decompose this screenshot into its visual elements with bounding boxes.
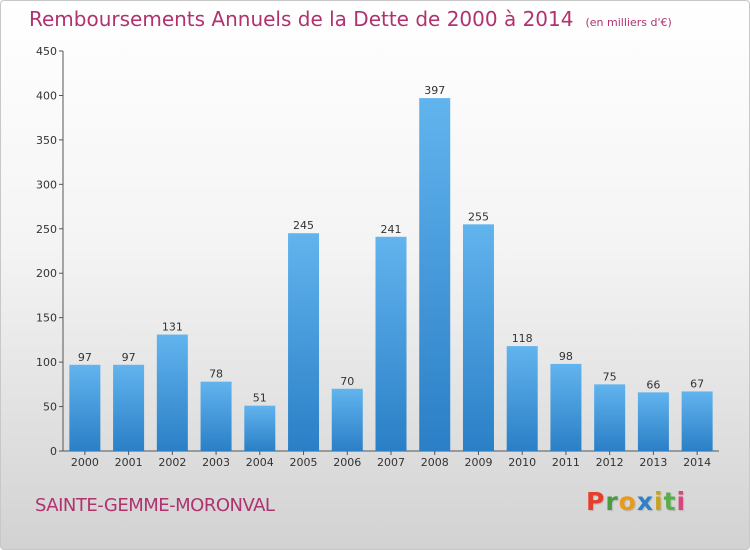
data-label-2005: 245 bbox=[293, 219, 314, 232]
x-tick-label-2012: 2012 bbox=[596, 456, 624, 469]
logo-letter: i bbox=[654, 487, 664, 516]
data-label-2002: 131 bbox=[162, 321, 183, 334]
logo-letter: P bbox=[586, 487, 606, 516]
bar-2002 bbox=[156, 334, 188, 451]
x-tick-label-2001: 2001 bbox=[115, 456, 143, 469]
x-tick-label-2000: 2000 bbox=[71, 456, 99, 469]
proxiti-logo: Proxiti bbox=[586, 487, 686, 516]
data-label-2014: 67 bbox=[690, 377, 704, 390]
x-tick-label-2006: 2006 bbox=[333, 456, 361, 469]
bar-2014 bbox=[681, 391, 713, 451]
y-tick-label: 50 bbox=[43, 401, 57, 414]
logo-letter: x bbox=[636, 487, 654, 516]
data-label-2009: 255 bbox=[468, 210, 489, 223]
axes: 0 50 100 150 200 250 300 350 400 450 2000 2001 2002 2… bbox=[36, 45, 719, 469]
logo-letter: r bbox=[605, 487, 619, 516]
data-label-2012: 75 bbox=[603, 370, 617, 383]
y-tick-label: 0 bbox=[50, 445, 57, 458]
y-tick-label: 350 bbox=[36, 134, 57, 147]
x-tick-label-2004: 2004 bbox=[246, 456, 274, 469]
x-tick-label-2008: 2008 bbox=[421, 456, 449, 469]
bar-2005 bbox=[288, 233, 320, 451]
x-tick-label-2014: 2014 bbox=[683, 456, 711, 469]
data-label-2010: 118 bbox=[512, 332, 533, 345]
logo-letter: i bbox=[676, 487, 687, 516]
bar-2004 bbox=[244, 405, 276, 451]
data-label-2004: 51 bbox=[253, 392, 267, 405]
y-tick-label: 300 bbox=[36, 178, 57, 191]
chart-subtitle: (en milliers d'€) bbox=[585, 16, 672, 29]
data-label-2001: 97 bbox=[122, 351, 136, 364]
x-tick-label-2003: 2003 bbox=[202, 456, 230, 469]
data-label-2011: 98 bbox=[559, 350, 573, 363]
data-label-2006: 70 bbox=[340, 375, 354, 388]
x-tick-label-2005: 2005 bbox=[290, 456, 318, 469]
logo-letter: o bbox=[618, 487, 637, 516]
data-label-2003: 78 bbox=[209, 368, 223, 381]
y-tick-label: 250 bbox=[36, 223, 57, 236]
x-tick-label-2013: 2013 bbox=[639, 456, 667, 469]
chart-title: Remboursements Annuels de la Dette de 20… bbox=[29, 7, 672, 31]
logo-letter: t bbox=[663, 487, 677, 516]
bar-2012 bbox=[594, 384, 626, 451]
x-tick-label-2010: 2010 bbox=[508, 456, 536, 469]
bar-2008 bbox=[419, 98, 451, 451]
y-tick-label: 200 bbox=[36, 267, 57, 280]
bar-2013 bbox=[637, 392, 669, 451]
bar-2011 bbox=[550, 363, 582, 451]
bar-2010 bbox=[506, 346, 538, 451]
y-tick-label: 400 bbox=[36, 89, 57, 102]
bar-2001 bbox=[113, 364, 145, 451]
y-tick-label: 450 bbox=[36, 45, 57, 58]
bar-2003 bbox=[200, 381, 232, 451]
bar-2000 bbox=[69, 364, 101, 451]
x-tick-label-2007: 2007 bbox=[377, 456, 405, 469]
data-label-2000: 97 bbox=[78, 351, 92, 364]
bar-2006 bbox=[331, 388, 363, 451]
y-tick-label: 100 bbox=[36, 356, 57, 369]
chart-title-text: Remboursements Annuels de la Dette de 20… bbox=[29, 7, 574, 31]
data-label-2008: 397 bbox=[424, 84, 445, 97]
y-tick-label: 150 bbox=[36, 312, 57, 325]
data-label-2013: 66 bbox=[646, 378, 660, 391]
x-tick-label-2011: 2011 bbox=[552, 456, 580, 469]
commune-name: SAINTE-GEMME-MORONVAL bbox=[35, 495, 275, 516]
bars: 97 97 131 78 51 245 70 241 397 255 118 98 75 66 67 bbox=[69, 84, 713, 451]
data-label-2007: 241 bbox=[381, 223, 402, 236]
x-tick-label-2009: 2009 bbox=[464, 456, 492, 469]
x-tick-label-2002: 2002 bbox=[158, 456, 186, 469]
bar-2007 bbox=[375, 236, 407, 451]
bar-2009 bbox=[462, 224, 494, 451]
